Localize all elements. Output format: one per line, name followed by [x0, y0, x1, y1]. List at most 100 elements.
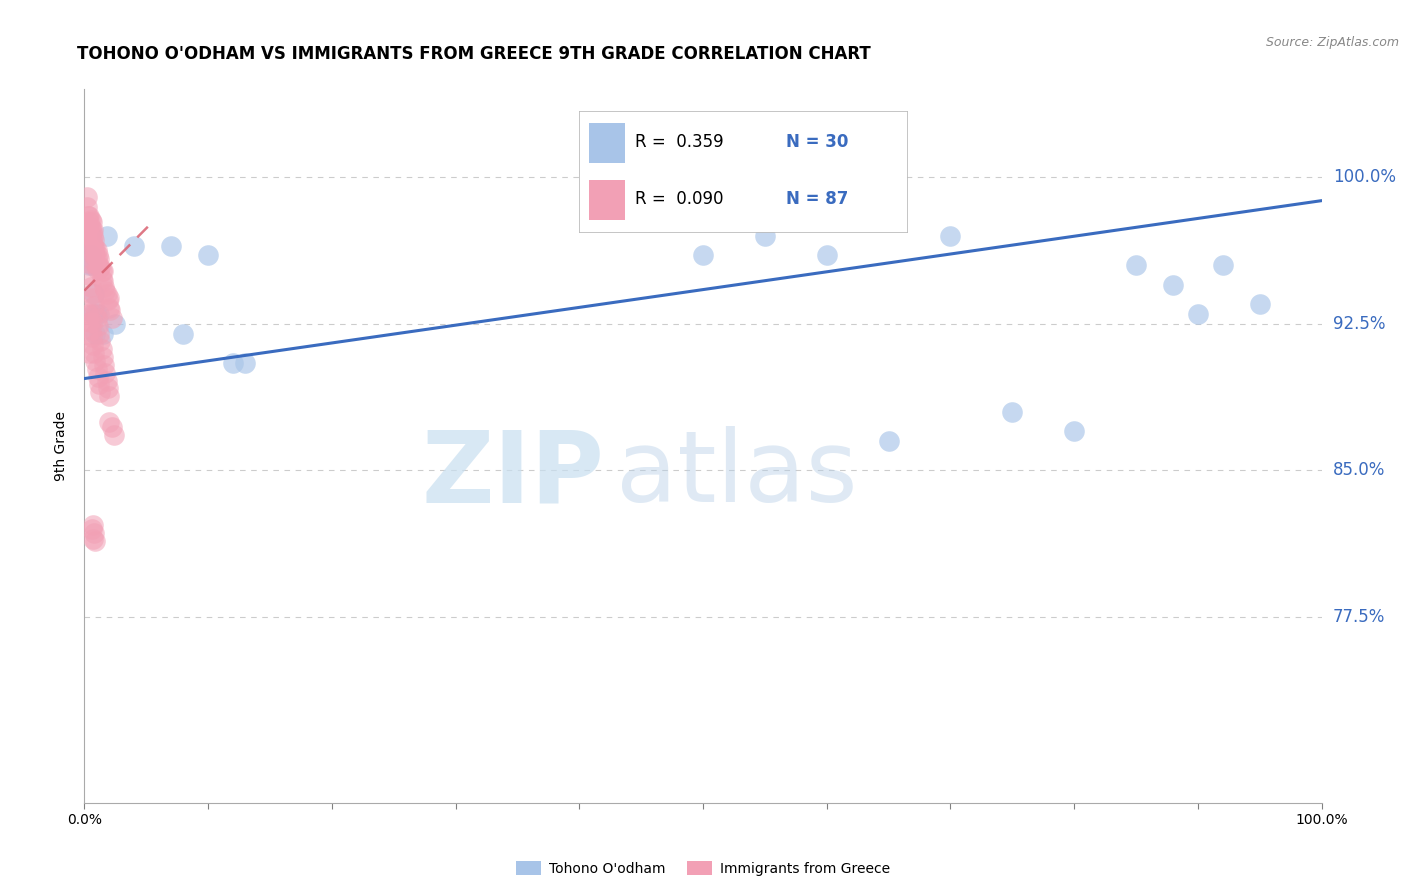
- Point: [79, 323, 101, 337]
- Point: [80, 287, 103, 301]
- Point: [122, 238, 145, 252]
- Point: [82, 532, 104, 546]
- Point: [87, 248, 110, 262]
- Point: [79, 228, 101, 243]
- Point: [82, 248, 104, 262]
- Point: [89, 307, 111, 321]
- Point: [89, 262, 111, 277]
- Point: [222, 356, 245, 370]
- Point: [96, 228, 118, 243]
- Point: [98, 303, 121, 318]
- Point: [79, 228, 101, 243]
- Point: [80, 258, 103, 272]
- Point: [80, 241, 103, 255]
- Point: [98, 292, 121, 306]
- Point: [86, 361, 108, 376]
- Point: [87, 369, 110, 384]
- Point: [692, 248, 714, 262]
- Point: [79, 268, 101, 282]
- Point: [77, 326, 100, 341]
- Point: [877, 434, 900, 449]
- Point: [84, 241, 107, 255]
- Point: [83, 346, 105, 360]
- Point: [77, 209, 100, 223]
- Point: [98, 389, 121, 403]
- Point: [100, 420, 122, 434]
- Point: [91, 264, 114, 278]
- Point: [79, 315, 101, 329]
- Point: [98, 415, 121, 429]
- Point: [91, 274, 114, 288]
- Point: [83, 256, 105, 270]
- Point: [80, 315, 103, 329]
- Point: [94, 366, 117, 380]
- Point: [77, 219, 100, 233]
- Point: [1001, 405, 1024, 419]
- Point: [79, 209, 101, 223]
- Point: [172, 326, 194, 341]
- Point: [87, 258, 110, 272]
- Point: [82, 228, 104, 243]
- Point: [1187, 307, 1209, 321]
- Text: atlas: atlas: [616, 426, 858, 523]
- Point: [104, 317, 127, 331]
- Point: [79, 279, 101, 293]
- Point: [83, 299, 105, 313]
- Point: [84, 533, 107, 548]
- Point: [84, 354, 107, 368]
- Point: [90, 264, 112, 278]
- Point: [939, 228, 962, 243]
- Point: [1161, 277, 1184, 292]
- Point: [197, 248, 219, 262]
- Point: [80, 215, 103, 229]
- Point: [79, 248, 101, 262]
- Point: [77, 225, 100, 239]
- Point: [91, 350, 114, 364]
- Point: [77, 307, 100, 321]
- Point: [77, 248, 100, 262]
- Point: [96, 374, 118, 388]
- Point: [97, 293, 120, 308]
- Point: [84, 326, 107, 341]
- Point: [1212, 258, 1234, 272]
- Text: Source: ZipAtlas.com: Source: ZipAtlas.com: [1265, 36, 1399, 49]
- Point: [83, 233, 105, 247]
- Point: [86, 262, 108, 277]
- Point: [79, 346, 101, 360]
- Point: [84, 307, 107, 321]
- Point: [94, 284, 117, 298]
- Point: [83, 287, 105, 301]
- Point: [77, 256, 100, 270]
- Point: [82, 338, 104, 352]
- Point: [80, 225, 103, 239]
- Point: [84, 256, 107, 270]
- Point: [76, 190, 98, 204]
- Point: [233, 356, 256, 370]
- Point: [1063, 425, 1085, 439]
- Legend: Tohono O'odham, Immigrants from Greece: Tohono O'odham, Immigrants from Greece: [510, 855, 896, 881]
- Text: 92.5%: 92.5%: [1333, 315, 1385, 333]
- Point: [86, 243, 108, 257]
- Point: [82, 518, 104, 533]
- Text: 100.0%: 100.0%: [1333, 169, 1396, 186]
- Point: [89, 385, 111, 400]
- Point: [1249, 297, 1271, 311]
- Point: [87, 318, 110, 333]
- Point: [160, 238, 183, 252]
- Point: [79, 221, 101, 235]
- Point: [86, 310, 108, 325]
- Point: [83, 241, 105, 255]
- Point: [89, 377, 111, 392]
- Text: TOHONO O'ODHAM VS IMMIGRANTS FROM GREECE 9TH GRADE CORRELATION CHART: TOHONO O'ODHAM VS IMMIGRANTS FROM GREECE…: [77, 45, 872, 62]
- Point: [815, 248, 838, 262]
- Point: [89, 326, 111, 341]
- Point: [79, 215, 101, 229]
- Point: [83, 526, 105, 541]
- Point: [76, 200, 98, 214]
- Point: [100, 310, 122, 325]
- Point: [93, 279, 115, 293]
- Point: [96, 287, 118, 301]
- Point: [82, 223, 104, 237]
- Point: [89, 260, 111, 274]
- Text: 77.5%: 77.5%: [1333, 608, 1385, 626]
